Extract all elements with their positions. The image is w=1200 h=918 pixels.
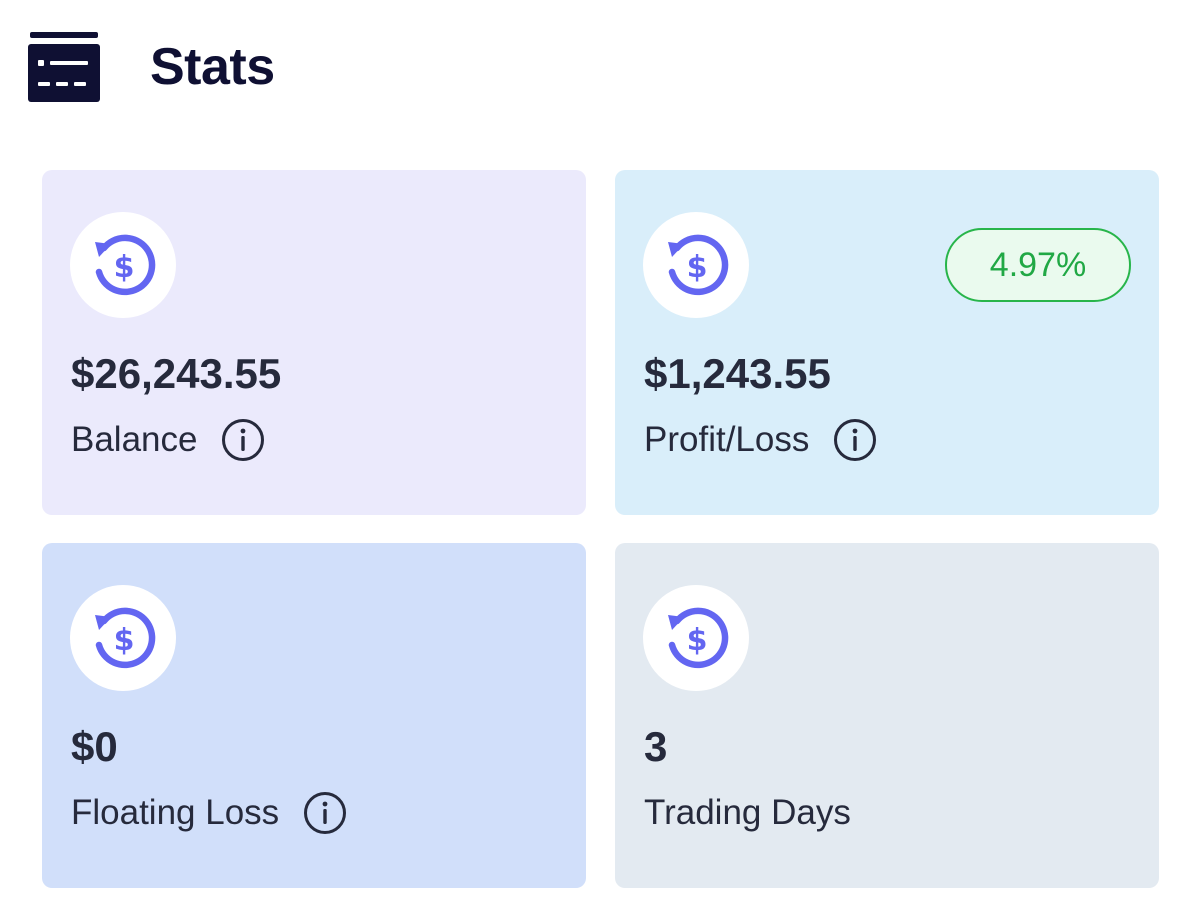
svg-text:$: $	[687, 623, 708, 658]
trading-days-label-row: Trading Days	[644, 791, 851, 835]
dollar-refresh-icon: $	[95, 607, 156, 669]
dollar-refresh-icon: $	[95, 234, 156, 296]
info-icon[interactable]	[221, 418, 265, 462]
profit-loss-icon-badge: $	[643, 212, 749, 318]
trading-days-card: $ 3 Trading Days	[615, 543, 1159, 888]
info-icon[interactable]	[303, 791, 347, 835]
profit-loss-label-row: Profit/Loss	[644, 418, 877, 462]
balance-value: $26,243.55	[71, 350, 282, 397]
profit-loss-card: $ 4.97% $1,243.55 Profit/Loss	[615, 170, 1159, 515]
trading-days-label: Trading Days	[644, 793, 851, 832]
dollar-refresh-icon: $	[668, 234, 729, 296]
balance-card: $ $26,243.55 Balance	[42, 170, 586, 515]
floating-loss-label: Floating Loss	[71, 793, 280, 832]
floating-loss-value: $0	[71, 723, 118, 770]
stats-header: Stats	[28, 30, 275, 104]
profit-loss-value: $1,243.55	[644, 350, 831, 397]
svg-text:$: $	[114, 250, 135, 285]
balance-label: Balance	[71, 420, 198, 459]
profit-loss-label: Profit/Loss	[644, 420, 810, 459]
dashboard-card-icon	[28, 32, 100, 102]
trading-days-icon-badge: $	[643, 585, 749, 691]
trading-days-value: 3	[644, 723, 668, 770]
profit-percent-badge: 4.97%	[945, 228, 1131, 302]
floating-loss-icon-badge: $	[70, 585, 176, 691]
info-icon[interactable]	[833, 418, 877, 462]
floating-loss-label-row: Floating Loss	[71, 791, 347, 835]
balance-label-row: Balance	[71, 418, 265, 462]
svg-text:$: $	[114, 623, 135, 658]
balance-icon-badge: $	[70, 212, 176, 318]
floating-loss-card: $ $0 Floating Loss	[42, 543, 586, 888]
page-title: Stats	[150, 38, 275, 96]
dollar-refresh-icon: $	[668, 607, 729, 669]
svg-text:$: $	[687, 250, 708, 285]
